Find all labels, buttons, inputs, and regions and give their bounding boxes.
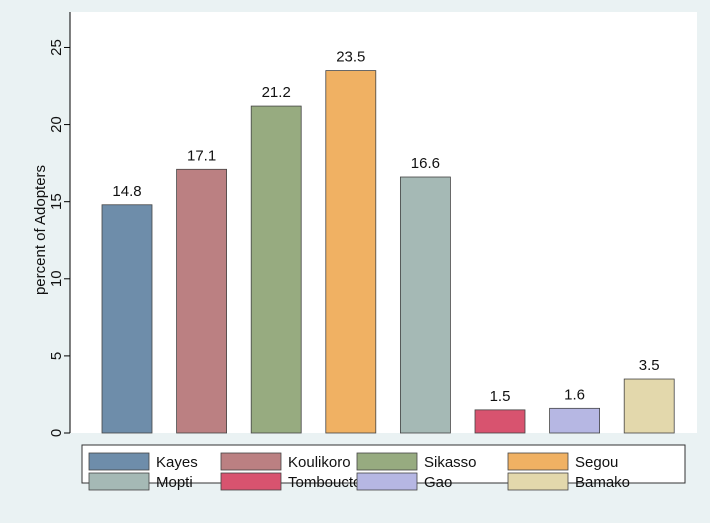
data-label: 21.2 [262, 84, 291, 101]
legend-swatch [220, 472, 282, 491]
y-tick-label: 15 [48, 193, 65, 210]
plot-area [70, 12, 697, 433]
y-tick-label: 20 [48, 116, 65, 133]
bar [176, 168, 228, 434]
data-label: 3.5 [639, 357, 660, 374]
data-label: 17.1 [187, 147, 216, 164]
legend-label: Koulikoro [288, 454, 351, 471]
data-label: 16.6 [411, 155, 440, 172]
legend-label: Gao [424, 474, 452, 491]
bar [325, 70, 377, 434]
legend-swatch [356, 472, 418, 491]
legend-swatch [220, 452, 282, 471]
bar [399, 176, 451, 434]
legend-swatch [88, 472, 150, 491]
legend-swatch [507, 452, 569, 471]
y-tick-label: 10 [48, 270, 65, 287]
bar [549, 407, 600, 434]
legend-label: Tombouctou [288, 474, 370, 491]
bar [101, 204, 153, 434]
legend-label: Segou [575, 454, 618, 471]
data-label: 14.8 [112, 183, 141, 200]
legend-label: Bamako [575, 474, 630, 491]
y-tick-label: 5 [48, 352, 65, 360]
legend-label: Kayes [156, 454, 198, 471]
legend-swatch [88, 452, 150, 471]
legend-swatch [507, 472, 569, 491]
data-label: 23.5 [336, 49, 365, 66]
bar [623, 378, 675, 434]
legend-label: Sikasso [424, 454, 477, 471]
y-tick-label: 0 [48, 429, 65, 437]
legend-swatch [356, 452, 418, 471]
data-label: 1.5 [490, 388, 511, 405]
y-axis-label: percent of Adopters [32, 165, 49, 295]
data-label: 1.6 [564, 386, 585, 403]
legend-label: Mopti [156, 474, 193, 491]
bar [250, 105, 302, 434]
y-tick-label: 25 [48, 39, 65, 56]
bar [474, 409, 526, 434]
